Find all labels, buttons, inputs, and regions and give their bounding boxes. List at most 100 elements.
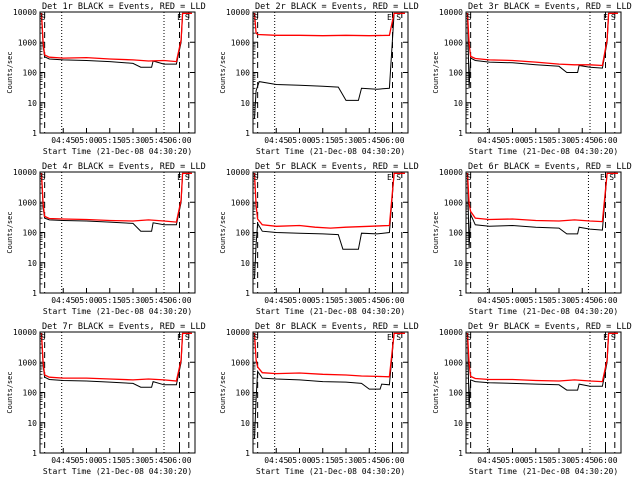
y-tick-label: 1000 — [231, 358, 250, 367]
plot-frame — [465, 11, 622, 134]
x-tick-label: 05:15 — [98, 136, 122, 145]
chart-svg-5: Det 5r BLACK = Events, RED = LLD 1 10 100 10… — [219, 162, 419, 316]
plot-frame — [252, 331, 409, 454]
event-marker-label: S — [396, 13, 401, 22]
y-axis-label: Counts/sec — [6, 371, 14, 413]
event-marker-label: E — [603, 333, 608, 342]
series-line-black — [254, 332, 405, 439]
x-tick-label: 05:15 — [524, 296, 548, 305]
x-tick-label: 05:30 — [547, 456, 571, 465]
y-tick-label: 10000 — [13, 328, 37, 337]
chart-svg-3: Det 3r BLACK = Events, RED = LLD 1 10 100 10… — [432, 2, 632, 156]
y-tick-label: 1 — [245, 129, 250, 138]
x-tick-label: 05:45 — [357, 296, 381, 305]
event-marker-label: S — [396, 333, 401, 342]
y-axis-label: Counts/sec — [432, 371, 440, 413]
x-tick-label: 05:15 — [311, 296, 335, 305]
x-tick-label: 05:30 — [121, 296, 145, 305]
event-marker-label: S — [41, 13, 46, 22]
event-marker-label: E — [387, 13, 392, 22]
y-tick-label: 1 — [458, 449, 463, 458]
event-marker-label: S — [185, 13, 190, 22]
x-axis-label: Start Time (21-Dec-08 04:30:20) — [43, 147, 192, 156]
x-tick-label: 05:00 — [500, 456, 524, 465]
plot-frame — [39, 11, 196, 134]
x-tick-label: 05:30 — [547, 136, 571, 145]
x-tick-label: 05:00 — [500, 296, 524, 305]
x-tick-label: 05:45 — [144, 456, 168, 465]
y-tick-label: 1000 — [444, 198, 463, 207]
x-tick-label: 06:00 — [380, 136, 404, 145]
event-marker-label: S — [467, 173, 472, 182]
chart-title: Det 6r BLACK = Events, RED = LLD — [468, 162, 632, 172]
y-tick-label: 10 — [453, 419, 463, 428]
plot-frame — [252, 11, 409, 134]
y-tick-label: 1000 — [18, 38, 37, 47]
y-tick-label: 1000 — [444, 38, 463, 47]
series-line-red — [40, 172, 192, 223]
chart-title: Det 4r BLACK = Events, RED = LLD — [42, 162, 206, 172]
series-line-red — [466, 172, 618, 223]
y-tick-label: 1000 — [444, 358, 463, 367]
chart-title: Det 1r BLACK = Events, RED = LLD — [42, 2, 206, 12]
chart-title: Det 9r BLACK = Events, RED = LLD — [468, 322, 632, 332]
x-tick-label: 04:45 — [264, 296, 288, 305]
y-tick-label: 10 — [27, 99, 37, 108]
event-marker-label: S — [396, 173, 401, 182]
x-tick-label: 06:00 — [380, 296, 404, 305]
y-tick-label: 10000 — [13, 168, 37, 177]
y-tick-label: 10000 — [439, 168, 463, 177]
series-line-black — [467, 172, 618, 249]
chart-svg-7: Det 7r BLACK = Events, RED = LLD 1 10 100 10… — [6, 322, 206, 476]
x-tick-label: 04:45 — [264, 136, 288, 145]
y-tick-label: 1000 — [231, 38, 250, 47]
x-tick-label: 05:15 — [524, 456, 548, 465]
x-tick-label: 05:00 — [74, 456, 98, 465]
x-tick-label: 04:45 — [264, 456, 288, 465]
x-tick-label: 05:30 — [334, 456, 358, 465]
event-marker-label: E — [387, 173, 392, 182]
chart-title: Det 8r BLACK = Events, RED = LLD — [255, 322, 419, 332]
y-axis-label: Counts/sec — [219, 211, 227, 253]
detector-panel-1: Det 1r BLACK = Events, RED = LLD 1 10 100 10… — [0, 0, 213, 160]
y-axis-label: Counts/sec — [432, 211, 440, 253]
y-tick-label: 10 — [240, 259, 250, 268]
y-tick-label: 100 — [23, 69, 38, 78]
x-tick-label: 06:00 — [167, 136, 191, 145]
y-tick-label: 1 — [245, 289, 250, 298]
x-axis-label: Start Time (21-Dec-08 04:30:20) — [256, 307, 405, 316]
x-tick-label: 05:15 — [311, 136, 335, 145]
event-marker-label: S — [185, 333, 190, 342]
y-tick-label: 10000 — [13, 8, 37, 17]
y-axis-label: Counts/sec — [6, 211, 14, 253]
y-tick-label: 10 — [240, 419, 250, 428]
x-axis-label: Start Time (21-Dec-08 04:30:20) — [256, 467, 405, 476]
series-line-black — [41, 332, 192, 388]
x-tick-label: 06:00 — [167, 296, 191, 305]
plot-frame — [465, 331, 622, 454]
event-marker-label: E — [387, 333, 392, 342]
event-marker-label: E — [177, 13, 182, 22]
chart-title: Det 7r BLACK = Events, RED = LLD — [42, 322, 206, 332]
x-tick-label: 05:45 — [357, 456, 381, 465]
event-marker-label: S — [467, 333, 472, 342]
x-tick-label: 05:30 — [121, 136, 145, 145]
event-marker-label: E — [177, 173, 182, 182]
x-tick-label: 05:15 — [311, 456, 335, 465]
detector-panel-3: Det 3r BLACK = Events, RED = LLD 1 10 100 10… — [426, 0, 639, 160]
chart-svg-8: Det 8r BLACK = Events, RED = LLD 1 10 100 10… — [219, 322, 419, 476]
event-marker-label: E — [177, 333, 182, 342]
x-tick-label: 06:00 — [593, 456, 617, 465]
series-line-black — [467, 332, 618, 409]
y-tick-label: 1 — [32, 129, 37, 138]
x-tick-label: 04:45 — [51, 296, 75, 305]
x-tick-label: 04:45 — [477, 136, 501, 145]
y-tick-label: 1000 — [18, 358, 37, 367]
y-tick-label: 10000 — [439, 328, 463, 337]
series-line-red — [40, 12, 192, 63]
series-line-red — [253, 12, 405, 37]
x-tick-label: 06:00 — [167, 456, 191, 465]
x-tick-label: 05:00 — [74, 136, 98, 145]
x-tick-label: 05:45 — [144, 296, 168, 305]
event-marker-label: S — [185, 173, 190, 182]
